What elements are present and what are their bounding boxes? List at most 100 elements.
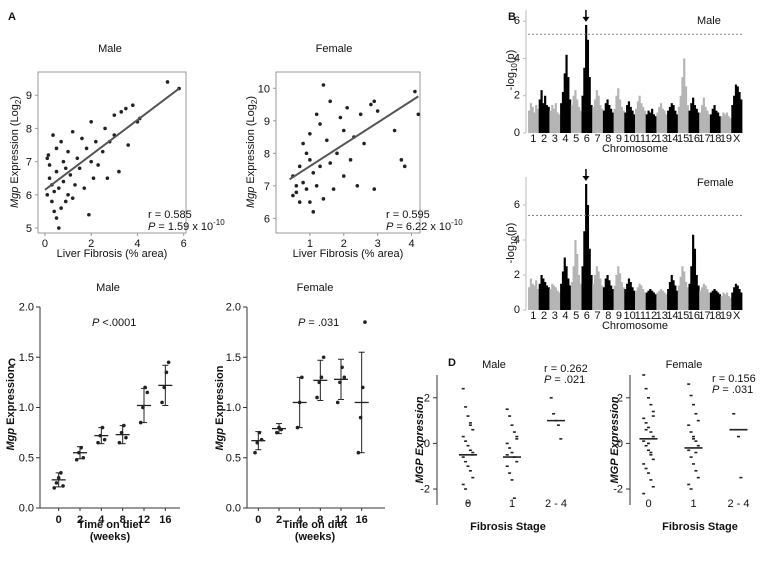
x-tick-label: 4 — [562, 310, 568, 322]
data-point — [50, 199, 54, 204]
x-tick-label: 2 — [77, 514, 83, 526]
snp-column — [658, 106, 661, 133]
data-point — [297, 200, 302, 204]
snp-column — [544, 95, 547, 133]
x-tick-label: 17 — [698, 133, 710, 145]
snp-column — [567, 278, 570, 310]
y-tick-label: 7 — [264, 181, 270, 193]
data-point — [466, 444, 470, 447]
x-tick-label: 8 — [120, 514, 126, 526]
x-axis-label: Time on diet — [283, 519, 348, 531]
data-point — [466, 465, 470, 468]
snp-column — [528, 110, 531, 133]
snp-column — [668, 282, 672, 310]
y-axis-label-part: Mgp — [5, 428, 17, 451]
y-tick-label: 8 — [264, 148, 270, 160]
snp-column — [569, 285, 572, 310]
y-axis-label-part: Mgp — [9, 187, 21, 208]
data-point — [651, 410, 655, 413]
y-tick-label: 0 — [424, 438, 430, 450]
data-point — [651, 435, 655, 438]
y-tick-label: 1.0 — [226, 402, 241, 414]
x-tick-label: 4 — [562, 133, 568, 145]
snp-column — [565, 54, 568, 133]
data-point — [314, 112, 319, 117]
data-point — [59, 206, 63, 210]
data-point — [687, 383, 691, 385]
x-tick-label: 1 — [690, 498, 696, 510]
snp-column — [649, 289, 652, 310]
annotation-part: = .031 — [719, 384, 753, 396]
snp-column — [651, 108, 654, 133]
snp-column — [717, 112, 720, 133]
data-point — [468, 469, 472, 472]
data-point — [508, 415, 512, 417]
snp-column — [583, 67, 586, 133]
y-axis-label-part: Expression — [214, 365, 226, 428]
data-point — [126, 143, 130, 147]
snp-column — [665, 294, 668, 310]
data-point — [687, 424, 691, 426]
plot-frame — [37, 71, 187, 234]
snp-column — [693, 248, 697, 310]
snp-column — [667, 110, 670, 133]
data-point — [649, 451, 653, 454]
x-tick-label: 2 - 4 — [727, 498, 749, 510]
snp-column — [572, 266, 575, 310]
data-point — [505, 408, 509, 411]
x-axis-label: Fibrosis Stage — [662, 521, 738, 533]
y-tick-label: 2 — [514, 269, 520, 281]
x-tick-label: 3 — [375, 238, 381, 250]
snp-column — [631, 110, 634, 133]
snp-column — [574, 90, 577, 133]
data-point — [54, 481, 59, 485]
y-axis-label-part: ) — [9, 96, 21, 100]
data-point — [68, 173, 73, 177]
snp-column — [699, 290, 702, 310]
data-point — [649, 431, 653, 433]
data-point — [392, 128, 397, 133]
x-axis-label: Fibrosis Stage — [470, 521, 546, 533]
snp-column — [738, 92, 741, 133]
y-axis-label: Mgp Expression (Log2) — [9, 96, 23, 208]
snp-column — [676, 114, 679, 133]
y-tick-label: 2 — [424, 392, 430, 404]
snp-column — [674, 110, 677, 133]
snp-column — [692, 97, 695, 133]
snp-column — [704, 285, 707, 310]
data-point — [45, 193, 50, 197]
data-point — [508, 472, 512, 474]
data-point — [328, 161, 333, 165]
snp-column — [626, 105, 629, 133]
data-point — [642, 417, 646, 420]
data-point — [413, 89, 417, 94]
snp-column — [652, 114, 656, 133]
data-point — [649, 403, 653, 406]
y-axis-label-part: Expression (Log — [9, 104, 21, 187]
data-point — [96, 163, 100, 167]
snp-column — [734, 283, 738, 310]
y-tick-label: 5 — [26, 223, 32, 235]
y-axis-label-part: 2 — [250, 99, 259, 104]
data-point — [308, 131, 312, 136]
annotation-part: P — [148, 221, 156, 233]
data-point — [51, 133, 55, 137]
snp-column — [656, 112, 659, 133]
snp-column — [597, 271, 600, 310]
snp-column — [606, 99, 609, 133]
data-point — [689, 456, 693, 458]
snp-column — [626, 283, 629, 310]
snp-column — [533, 112, 536, 133]
y-tick-label: 6 — [264, 213, 270, 225]
x-tick-label: 7 — [594, 133, 600, 145]
y-axis-label-part: (p) — [505, 223, 517, 236]
data-point — [696, 444, 700, 447]
data-point — [416, 112, 421, 117]
panel-label: D — [448, 357, 456, 369]
data-point — [468, 422, 472, 424]
y-axis-label-part: 10 — [510, 63, 519, 72]
snp-column — [667, 289, 670, 310]
data-point — [694, 440, 698, 442]
data-point — [112, 113, 117, 117]
